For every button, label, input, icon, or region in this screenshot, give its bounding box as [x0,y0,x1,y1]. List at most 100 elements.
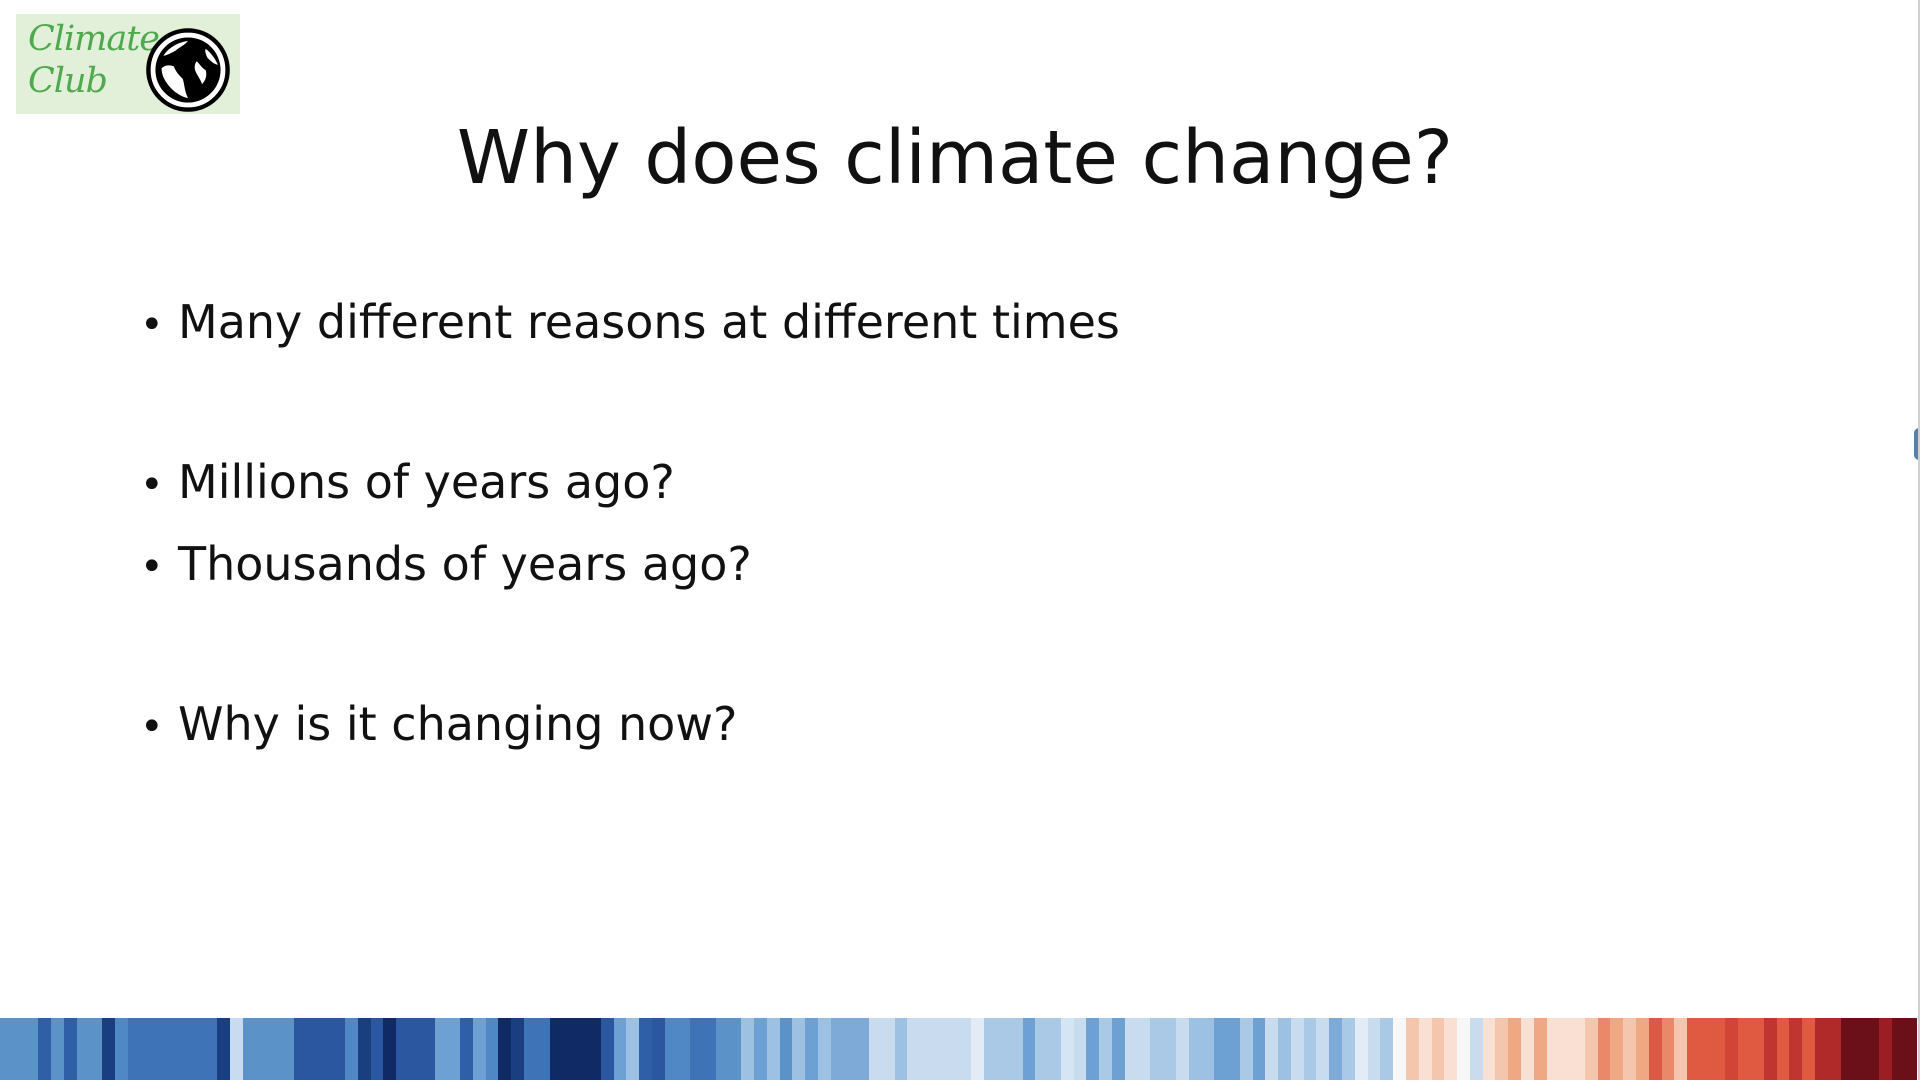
bullet-dot: • [140,302,164,348]
stripe [1278,1018,1291,1080]
stripe [1751,1018,1764,1080]
stripe [242,1018,256,1080]
stripe [1405,1018,1419,1080]
stripe [421,1018,435,1080]
stripe [1163,1018,1176,1080]
stripe [600,1018,614,1080]
stripe [1482,1018,1496,1080]
stripe [217,1018,231,1080]
stripe [89,1018,103,1080]
stripe [728,1018,742,1080]
stripe [575,1018,588,1080]
stripe [562,1018,576,1080]
stripe [1674,1018,1688,1080]
climate-club-logo: Climate Club [16,14,240,114]
stripe [818,1018,831,1080]
stripe [1048,1018,1061,1080]
stripe [1495,1018,1509,1080]
stripe [741,1018,755,1080]
stripe [383,1018,397,1080]
stripe [715,1018,729,1080]
stripe [1520,1018,1534,1080]
stripe [357,1018,371,1080]
stripe [140,1018,154,1080]
stripe [1252,1018,1266,1080]
slide-edge-handle[interactable] [1914,428,1918,460]
stripe [1060,1018,1074,1080]
bullet-item: • Why is it changing now? [140,694,737,757]
stripe [447,1018,461,1080]
bullet-text: Many different reasons at different time… [178,295,1120,349]
stripe [843,1018,857,1080]
stripe [0,1018,13,1080]
stripe [1623,1018,1636,1080]
stripe [1022,1018,1036,1080]
stripe [12,1018,26,1080]
stripe [1444,1018,1458,1080]
stripe [1648,1018,1662,1080]
stripe [1878,1018,1892,1080]
logo-text: Climate Club [28,18,160,102]
stripe [856,1018,870,1080]
logo-line-1: Climate [28,19,160,59]
bullet-text: Millions of years ago? [178,455,675,509]
stripe [1687,1018,1700,1080]
stripe [805,1018,818,1080]
stripe [153,1018,167,1080]
stripe [536,1018,550,1080]
stripe [319,1018,333,1080]
stripe [754,1018,767,1080]
stripe [460,1018,473,1080]
stripe [498,1018,512,1080]
stripe [1866,1018,1879,1080]
stripe [1572,1018,1585,1080]
stripe [25,1018,39,1080]
stripe [984,1018,997,1080]
stripe [1418,1018,1432,1080]
stripe [945,1018,959,1080]
stripe [76,1018,90,1080]
stripe [907,1018,921,1080]
stripe [1469,1018,1483,1080]
stripe [1150,1018,1164,1080]
bullet-dot: • [140,462,164,508]
stripe [1904,1018,1918,1080]
stripe [869,1018,882,1080]
stripe [1431,1018,1445,1080]
stripe [191,1018,205,1080]
stripe [766,1018,780,1080]
stripe [1201,1018,1215,1080]
stripe [1009,1018,1023,1080]
stripe [1559,1018,1573,1080]
stripe [396,1018,409,1080]
stripe [1214,1018,1227,1080]
stripe [1840,1018,1854,1080]
stripe [230,1018,243,1080]
stripe [830,1018,844,1080]
stripe [1584,1018,1598,1080]
bullet-text: Thousands of years ago? [178,537,752,591]
stripe [370,1018,384,1080]
stripe [293,1018,307,1080]
globe-icon [146,28,230,112]
stripe [1533,1018,1547,1080]
stripe [1367,1018,1381,1080]
stripe [1227,1018,1240,1080]
stripe [1073,1018,1087,1080]
stripe [1137,1018,1151,1080]
stripe [1457,1018,1470,1080]
stripe [1380,1018,1394,1080]
stripe [1239,1018,1253,1080]
stripe [1636,1018,1649,1080]
slide-title: Why does climate change? [456,115,1454,201]
stripe [933,1018,946,1080]
stripe [268,1018,282,1080]
stripe [920,1018,934,1080]
warming-stripes [0,1018,1918,1080]
stripe [115,1018,128,1080]
stripe [1597,1018,1611,1080]
stripe [409,1018,422,1080]
stripe [881,1018,895,1080]
stripe [102,1018,116,1080]
stripe [1699,1018,1713,1080]
